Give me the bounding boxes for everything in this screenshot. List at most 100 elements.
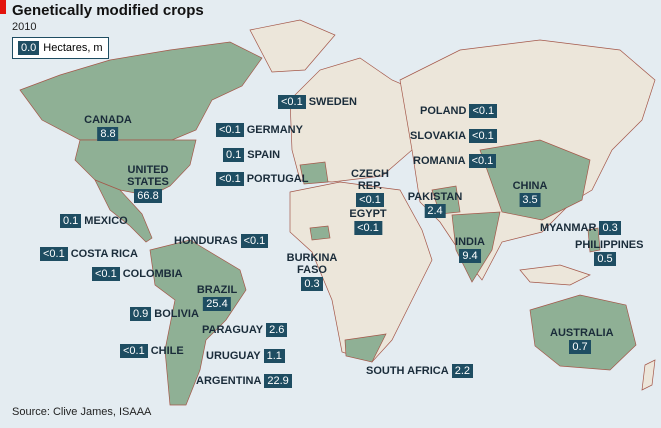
country-label: CZECH REP. <0.1 [340, 168, 400, 207]
country-label: CHINA 3.5 [513, 180, 547, 207]
country-value: 0.1 [223, 148, 245, 162]
accent [0, 0, 6, 14]
country-name: SOUTH AFRICA [366, 365, 449, 377]
philippines [587, 227, 601, 253]
australia [529, 294, 637, 371]
iberia [299, 161, 329, 185]
country-name: COLOMBIA [122, 268, 183, 280]
country-name: SLOVAKIA [410, 130, 467, 142]
country-name: MYANMAR [540, 222, 597, 234]
legend-label: Hectares, m [43, 42, 103, 54]
country-name: MEXICO [84, 215, 128, 227]
country-label: <0.1 CHILE [120, 344, 184, 358]
country-value: 3.5 [519, 193, 541, 207]
china [479, 139, 591, 221]
country-value: 2.4 [424, 204, 446, 218]
country-name: PHILIPPINES [575, 239, 644, 251]
country-label: BURKINA FASO 0.3 [282, 252, 342, 291]
mexico [94, 179, 153, 243]
country-value: <0.1 [469, 104, 498, 118]
country-name: GERMANY [246, 124, 303, 136]
country-label: <0.1 COSTA RICA [40, 247, 138, 261]
country-value: <0.1 [469, 129, 497, 143]
country-label: PHILIPPINES 0.5 [575, 239, 644, 266]
south-africa [344, 333, 387, 363]
country-value: <0.1 [216, 172, 244, 186]
country-name: PORTUGAL [246, 173, 309, 185]
india [451, 211, 501, 283]
country-label: SLOVAKIA <0.1 [410, 129, 497, 143]
country-name: INDIA [455, 236, 485, 248]
country-value: 2.6 [266, 323, 288, 337]
country-name: ROMANIA [413, 155, 466, 167]
country-name: CHILE [150, 345, 184, 357]
country-label: AUSTRALIA 0.7 [550, 327, 614, 354]
country-name: SWEDEN [308, 96, 357, 108]
country-name: UNITED STATES [127, 164, 169, 188]
country-name: CANADA [84, 114, 132, 126]
country-label: EGYPT <0.1 [349, 208, 387, 235]
country-name: POLAND [420, 105, 467, 117]
country-value: 25.4 [203, 297, 231, 311]
country-name: COSTA RICA [70, 248, 138, 260]
country-label: MYANMAR 0.3 [540, 221, 621, 235]
country-value: <0.1 [356, 193, 384, 207]
legend-sample: 0.0 [18, 41, 40, 55]
country-name: CZECH REP. [351, 168, 389, 192]
country-value: <0.1 [40, 247, 68, 261]
country-name: URUGUAY [206, 350, 261, 362]
country-value: 0.5 [594, 252, 616, 266]
country-label: CANADA 8.8 [84, 114, 132, 141]
country-label: ROMANIA <0.1 [413, 154, 497, 168]
source: Source: Clive James, ISAAA [12, 406, 152, 418]
country-value: <0.1 [240, 234, 269, 248]
country-value: 66.8 [134, 189, 162, 203]
country-label: 0.1 MEXICO [60, 214, 128, 228]
south-america [149, 239, 247, 406]
country-value: <0.1 [354, 221, 382, 235]
country-value: 0.7 [569, 340, 591, 354]
country-value: <0.1 [468, 154, 497, 168]
country-label: ARGENTINA 22.9 [196, 374, 292, 388]
country-label: PAKISTAN 2.4 [408, 191, 462, 218]
legend: 0.0 Hectares, m [12, 37, 109, 59]
country-value: 22.9 [264, 374, 292, 388]
country-value: <0.1 [216, 123, 244, 137]
country-label: BRAZIL 25.4 [197, 284, 237, 311]
country-value: 9.4 [459, 249, 481, 263]
country-name: ARGENTINA [196, 375, 262, 387]
country-label: <0.1 SWEDEN [278, 95, 357, 109]
country-value: 0.1 [60, 214, 82, 228]
country-label: <0.1 COLOMBIA [92, 267, 183, 281]
country-label: INDIA 9.4 [455, 236, 485, 263]
country-value: 0.9 [130, 307, 152, 321]
title: Genetically modified crops [12, 2, 204, 19]
country-label: POLAND <0.1 [420, 104, 498, 118]
country-name: SPAIN [247, 149, 281, 161]
country-label: UNITED STATES 66.8 [118, 164, 178, 203]
country-label: 0.1 SPAIN [223, 148, 280, 162]
country-name: AUSTRALIA [550, 327, 614, 339]
country-name: HONDURAS [174, 235, 238, 247]
country-label: <0.1 GERMANY [216, 123, 303, 137]
country-value: <0.1 [92, 267, 120, 281]
country-value: 0.3 [301, 277, 323, 291]
country-label: URUGUAY 1.1 [206, 349, 285, 363]
country-value: 1.1 [263, 349, 285, 363]
country-value: <0.1 [278, 95, 306, 109]
country-value: <0.1 [120, 344, 148, 358]
indonesia [519, 264, 591, 286]
country-label: PARAGUAY 2.6 [202, 323, 288, 337]
country-value: 0.3 [599, 221, 621, 235]
country-label: HONDURAS <0.1 [174, 234, 269, 248]
country-name: PARAGUAY [202, 324, 264, 336]
subtitle: 2010 [12, 21, 37, 33]
country-label: SOUTH AFRICA 2.2 [366, 364, 473, 378]
new-zealand [641, 359, 656, 391]
country-label: 0.9 BOLIVIA [130, 307, 199, 321]
country-value: 8.8 [97, 127, 119, 141]
country-value: 2.2 [451, 364, 473, 378]
country-name: EGYPT [349, 208, 387, 220]
